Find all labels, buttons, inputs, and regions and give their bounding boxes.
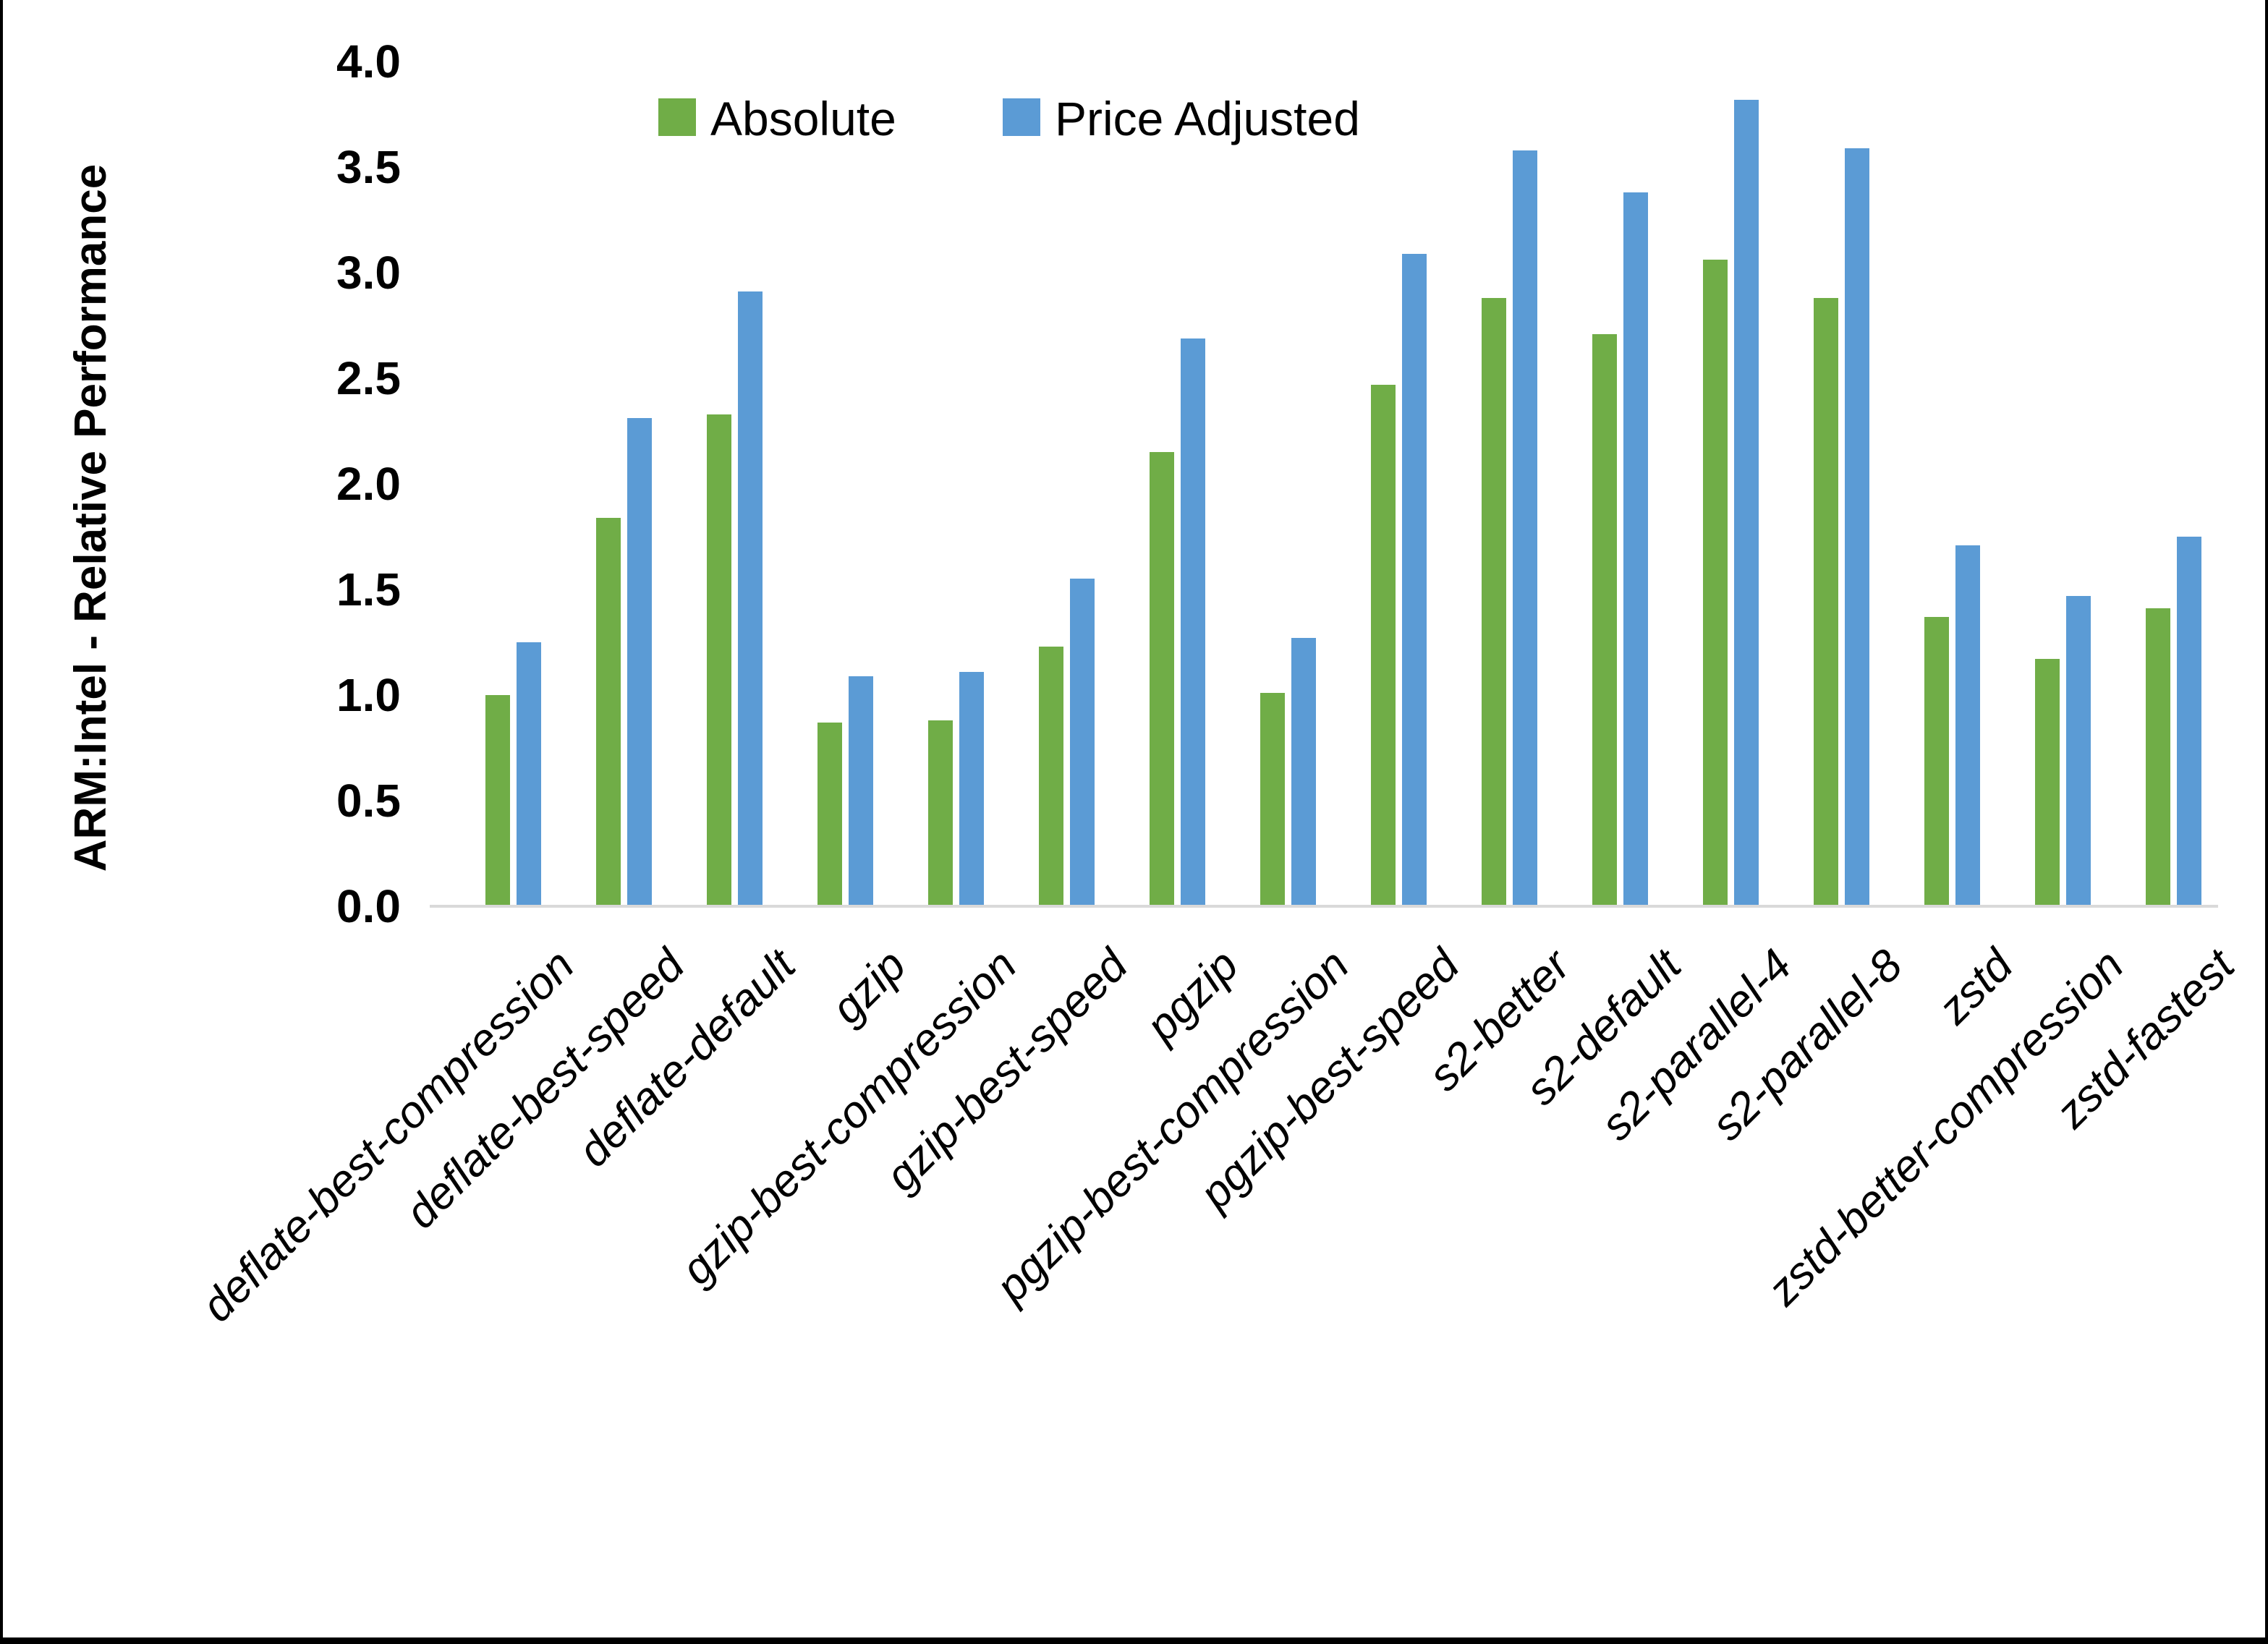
bar-deflate-best-compression-price-adjusted bbox=[517, 642, 541, 906]
legend-swatch-absolute bbox=[658, 98, 696, 136]
bar-zstd-fastest-price-adjusted bbox=[2177, 537, 2201, 906]
bar-zstd-better-compression-absolute bbox=[2035, 659, 2060, 906]
bar-s2-parallel-8-price-adjusted bbox=[1845, 148, 1869, 906]
bar-pgzip-best-speed-price-adjusted bbox=[1402, 254, 1427, 906]
bar-pgzip-best-compression-absolute bbox=[1260, 693, 1285, 906]
bar-pgzip-price-adjusted bbox=[1181, 338, 1205, 906]
bar-s2-default-absolute bbox=[1592, 334, 1617, 906]
bar-s2-better-absolute bbox=[1482, 298, 1506, 906]
bar-deflate-best-compression-absolute bbox=[485, 695, 510, 906]
bar-s2-parallel-4-absolute bbox=[1703, 260, 1728, 906]
bar-s2-default-price-adjusted bbox=[1623, 192, 1648, 906]
bar-zstd-absolute bbox=[1924, 617, 1949, 906]
bar-deflate-default-absolute bbox=[707, 414, 731, 906]
bar-s2-parallel-4-price-adjusted bbox=[1734, 100, 1759, 906]
y-tick-label: 0.5 bbox=[336, 775, 401, 827]
y-tick-label: 2.0 bbox=[336, 458, 401, 510]
y-tick-label: 1.5 bbox=[336, 563, 401, 616]
y-tick-label: 0.0 bbox=[336, 880, 401, 932]
bar-gzip-best-compression-absolute bbox=[928, 720, 953, 906]
legend-label-price-adjusted: Price Adjusted bbox=[1055, 92, 1360, 145]
bar-pgzip-best-speed-absolute bbox=[1371, 385, 1396, 906]
y-axis-title: ARM:Intel - Relative Performance bbox=[66, 163, 116, 872]
x-category-label-zstd: zstd bbox=[1929, 940, 2023, 1034]
bar-pgzip-best-compression-price-adjusted bbox=[1291, 638, 1316, 906]
bar-deflate-best-speed-absolute bbox=[596, 518, 621, 906]
bar-deflate-best-speed-price-adjusted bbox=[627, 418, 652, 906]
y-tick-label: 2.5 bbox=[336, 352, 401, 404]
bar-pgzip-absolute bbox=[1150, 452, 1174, 906]
bar-gzip-best-speed-absolute bbox=[1039, 647, 1063, 906]
x-category-label-gzip: gzip bbox=[822, 940, 916, 1034]
bar-zstd-better-compression-price-adjusted bbox=[2066, 596, 2091, 906]
x-axis-line bbox=[430, 905, 2218, 908]
y-tick-label: 1.0 bbox=[336, 669, 401, 721]
bar-gzip-price-adjusted bbox=[849, 676, 873, 906]
bar-gzip-best-compression-price-adjusted bbox=[959, 672, 984, 906]
bar-s2-better-price-adjusted bbox=[1513, 150, 1537, 906]
y-tick-label: 4.0 bbox=[336, 35, 401, 88]
bar-gzip-best-speed-price-adjusted bbox=[1070, 579, 1095, 906]
legend-swatch-price-adjusted bbox=[1003, 98, 1040, 136]
legend-label-absolute: Absolute bbox=[710, 92, 896, 145]
y-tick-label: 3.5 bbox=[336, 141, 401, 193]
bar-s2-parallel-8-absolute bbox=[1814, 298, 1838, 906]
y-tick-label: 3.0 bbox=[336, 247, 401, 299]
bar-deflate-default-price-adjusted bbox=[738, 291, 763, 906]
bar-gzip-absolute bbox=[817, 723, 842, 906]
bar-zstd-price-adjusted bbox=[1955, 545, 1980, 906]
bar-zstd-fastest-absolute bbox=[2146, 608, 2170, 906]
